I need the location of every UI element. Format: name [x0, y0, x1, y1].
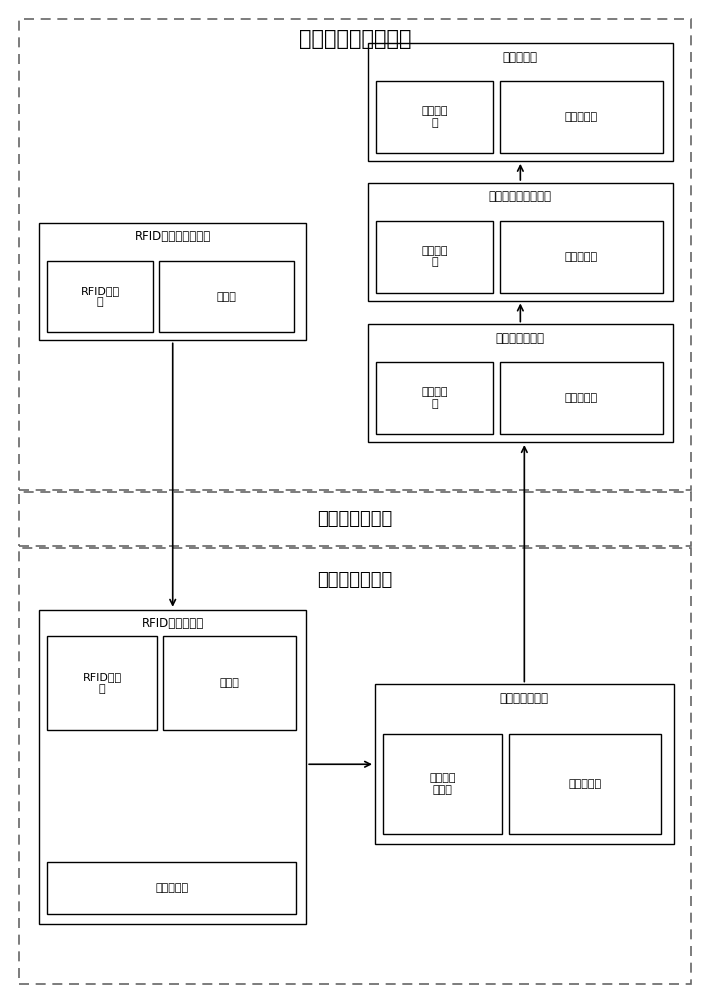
Text: RFID读写
器: RFID读写 器 — [82, 672, 121, 694]
Text: 预警处理
器: 预警处理 器 — [422, 106, 448, 128]
Text: RFID编码分配处理器: RFID编码分配处理器 — [135, 230, 211, 243]
Text: 资源统计
器: 资源统计 器 — [422, 246, 448, 267]
Bar — [501, 362, 663, 434]
Text: 事件处理器: 事件处理器 — [564, 393, 598, 403]
Bar — [163, 636, 296, 730]
Text: 过滤器: 过滤器 — [219, 678, 239, 688]
Bar — [501, 221, 663, 293]
Bar — [368, 324, 673, 442]
Text: 资源管理信息应用层: 资源管理信息应用层 — [299, 29, 411, 49]
Text: RFID资源监控器: RFID资源监控器 — [141, 617, 204, 630]
Bar — [19, 548, 691, 984]
Text: 变化对比器: 变化对比器 — [155, 883, 188, 893]
Bar — [19, 492, 691, 546]
Bar — [47, 636, 157, 730]
Bar — [368, 43, 673, 161]
Bar — [376, 81, 493, 153]
Bar — [501, 81, 663, 153]
Bar — [47, 261, 153, 332]
Text: 变更事件
生成器: 变更事件 生成器 — [430, 773, 456, 795]
Bar — [47, 862, 296, 914]
Text: 变更事件处理器: 变更事件处理器 — [496, 332, 545, 345]
Bar — [19, 19, 691, 490]
Bar — [376, 221, 493, 293]
Bar — [383, 734, 503, 834]
Bar — [376, 362, 493, 434]
Bar — [368, 183, 673, 301]
Text: 资源预警器: 资源预警器 — [503, 51, 538, 64]
Text: 事件监听
器: 事件监听 器 — [422, 387, 448, 409]
Text: 感知网络传送层: 感知网络传送层 — [317, 510, 393, 528]
Text: 预警展示器: 预警展示器 — [564, 112, 598, 122]
Text: 事件传输器: 事件传输器 — [569, 779, 601, 789]
Bar — [39, 610, 306, 924]
Bar — [159, 261, 294, 332]
Text: 预警分析器: 预警分析器 — [564, 252, 598, 262]
Text: 资源预警分析处理器: 资源预警分析处理器 — [489, 190, 552, 203]
Text: 物理资源感知层: 物理资源感知层 — [317, 571, 393, 589]
Text: 分配器: 分配器 — [217, 292, 236, 302]
Bar — [39, 223, 306, 340]
Text: 变更事件通知器: 变更事件通知器 — [500, 692, 549, 705]
Bar — [509, 734, 661, 834]
Bar — [375, 684, 674, 844]
Text: RFID编码
器: RFID编码 器 — [80, 286, 119, 307]
